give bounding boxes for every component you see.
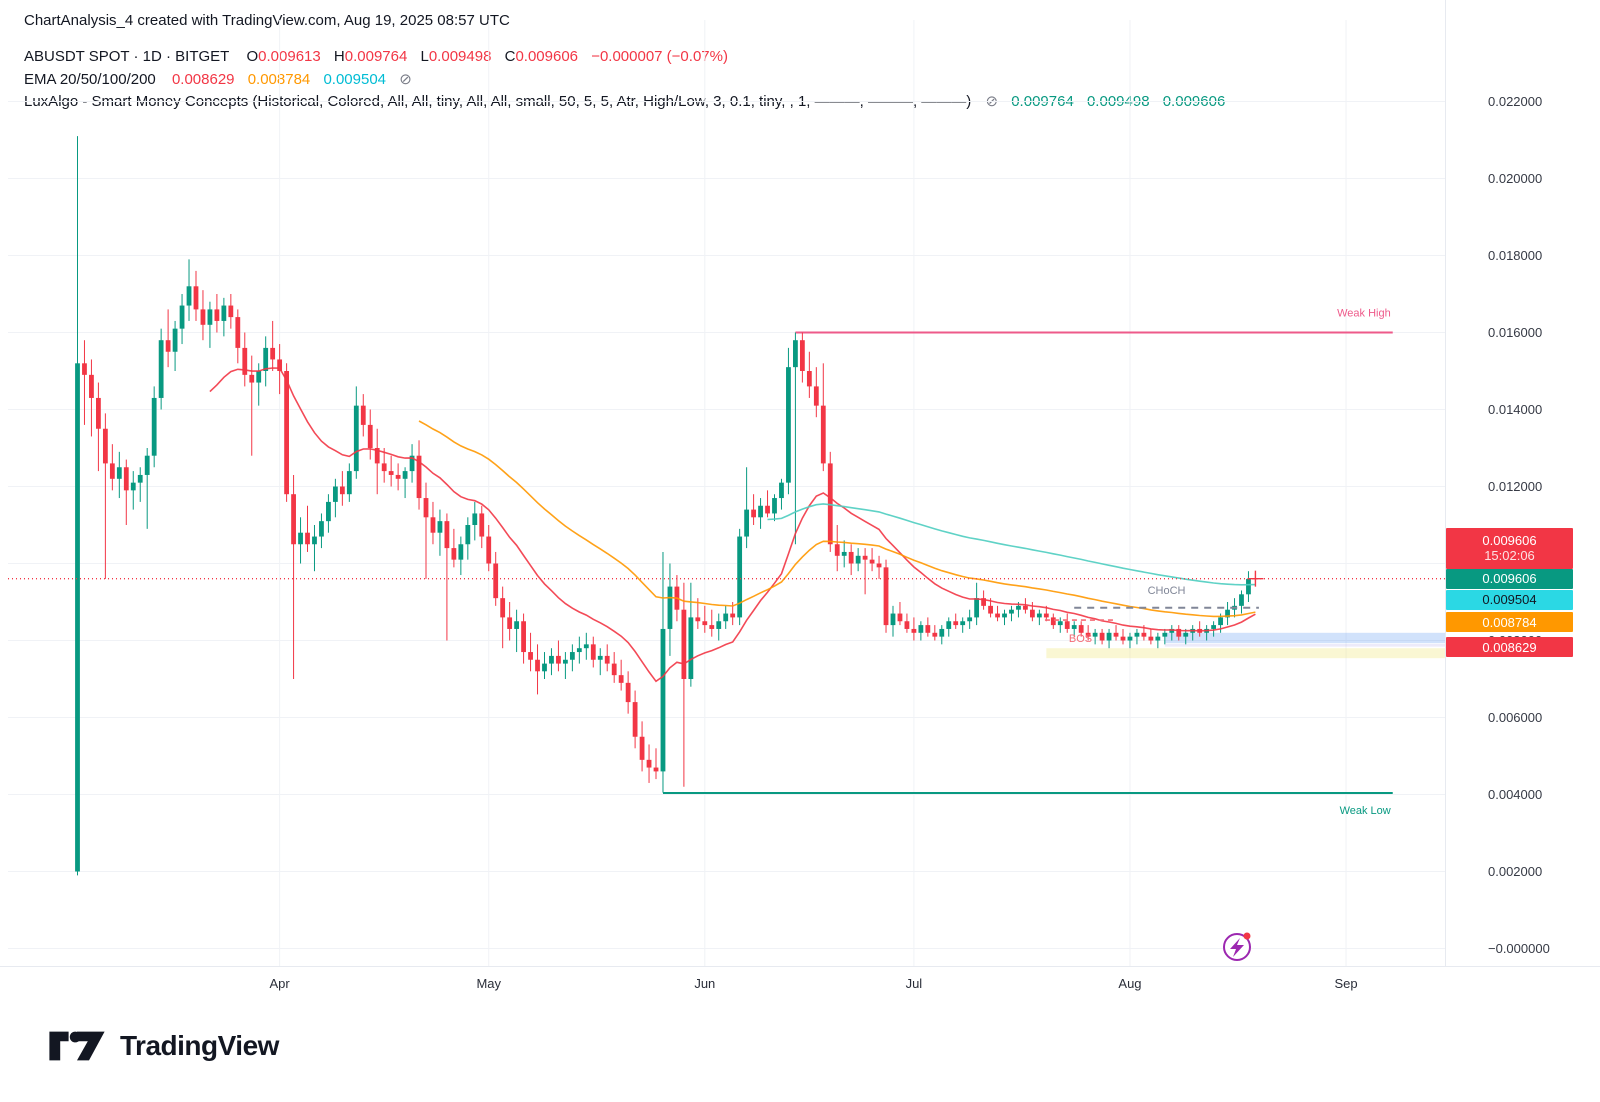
month-tick-label: May <box>476 976 501 991</box>
ema100-value: 0.009504 <box>323 71 387 88</box>
ohlc-close: C0.009606 <box>504 48 579 65</box>
ohlc-open: O0.009613 <box>246 48 321 65</box>
ema100-badge: 0.009504 <box>1446 589 1573 610</box>
month-tick-label: Aug <box>1118 976 1142 991</box>
month-tick-label: Sep <box>1334 976 1358 991</box>
ema20-badge: 0.008629 <box>1446 637 1573 657</box>
price-tick-label: 0.014000 <box>1488 401 1543 417</box>
month-tick-label: Jun <box>694 976 716 991</box>
month-tick-label: Jul <box>905 976 923 991</box>
bos-line: BOS <box>1044 619 1117 645</box>
ema50-value: 0.008784 <box>247 71 311 88</box>
price-tick-label: 0.006000 <box>1488 709 1543 725</box>
order-block-lavender <box>1164 643 1445 647</box>
order-block-blue <box>1164 632 1445 644</box>
price-tick-label: 0.016000 <box>1488 324 1543 340</box>
price-tick-label: 0.020000 <box>1488 170 1543 186</box>
svg-text:BOS: BOS <box>1069 633 1092 645</box>
ema-label: EMA 20/50/100/200 <box>24 71 156 88</box>
last-price-badge: 0.009606 15:02:06 <box>1446 527 1573 569</box>
legend-ema-row[interactable]: EMA 20/50/100/200 0.008629 0.008784 0.00… <box>24 70 421 88</box>
title-text: ChartAnalysis_4 created with TradingView… <box>24 12 510 29</box>
svg-text:CHoCH: CHoCH <box>1148 585 1186 597</box>
price-tick-label: 0.002000 <box>1488 863 1543 879</box>
svg-text:Weak Low: Weak Low <box>1340 805 1391 817</box>
lightning-icon[interactable] <box>1223 932 1251 961</box>
ema50-badge: 0.008784 <box>1446 612 1573 632</box>
price-tick-label: −0.000000 <box>1488 940 1550 956</box>
ema20-value: 0.008629 <box>171 71 235 88</box>
last-bar-cross <box>1247 570 1264 587</box>
order-block-yellow <box>1046 648 1445 659</box>
price-tick-label: 0.004000 <box>1488 786 1543 802</box>
ohlc-high: H0.009764 <box>333 48 408 65</box>
smc-zones <box>1046 632 1445 659</box>
change-value: −0.000007 (−0.07%) <box>591 48 728 65</box>
symbol-title: ABUSDT SPOT · 1D · BITGET <box>24 48 230 65</box>
price-axis-separator <box>1445 0 1446 966</box>
tradingview-logo[interactable]: TradingView <box>48 1028 279 1064</box>
ema-20-line <box>209 367 1256 683</box>
time-axis-separator <box>0 966 1600 967</box>
ema-100-line <box>767 503 1256 586</box>
choch-line: CHoCH <box>1074 585 1259 609</box>
tradingview-logo-text: TradingView <box>120 1030 279 1061</box>
price-tick-label: 0.018000 <box>1488 247 1543 263</box>
candlestick-series <box>75 136 1258 876</box>
title-bar: ChartAnalysis_4 created with TradingView… <box>24 12 510 29</box>
smc-close-badge: 0.009606 <box>1446 568 1573 589</box>
tradingview-logo-mark <box>49 1031 105 1061</box>
legend-symbol-row[interactable]: ABUSDT SPOT · 1D · BITGET O0.009613 H0.0… <box>24 48 737 65</box>
grid <box>8 20 1445 966</box>
weak-low-line: Weak Low <box>662 791 1393 817</box>
ema-hidden-icon: ⊘ <box>399 71 412 88</box>
price-tick-label: 0.022000 <box>1488 93 1543 109</box>
weak-high-line: Weak High <box>795 308 1393 334</box>
ema-50-line <box>418 420 1256 618</box>
svg-text:Weak High: Weak High <box>1337 308 1391 320</box>
month-tick-label: Apr <box>269 976 290 991</box>
ohlc-low: L0.009498 <box>420 48 492 65</box>
price-tick-label: 0.012000 <box>1488 478 1543 494</box>
